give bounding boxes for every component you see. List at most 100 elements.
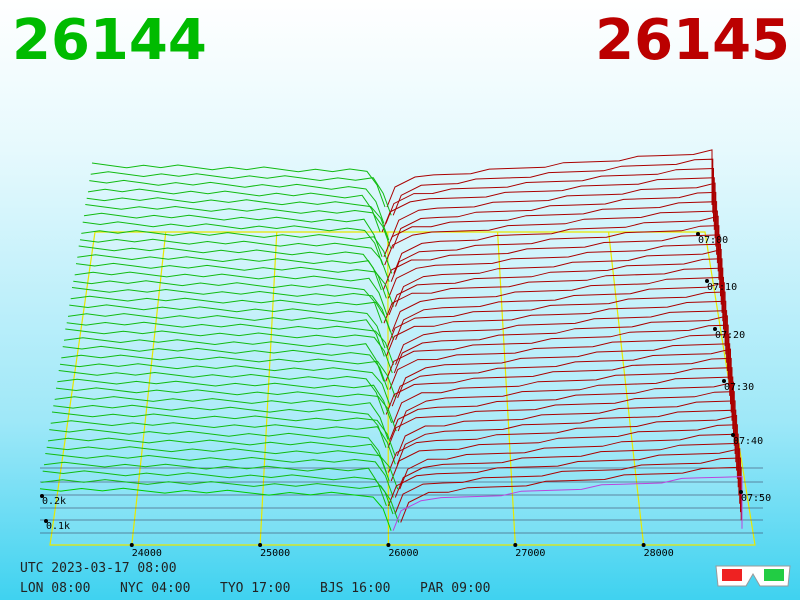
floor-plane [49, 231, 756, 546]
ask-depth-line [395, 282, 725, 340]
bid-depth-line [42, 470, 394, 515]
time-tick [713, 327, 717, 331]
ask-depth-line [388, 258, 723, 316]
time-tick-label: 07:40 [733, 436, 763, 447]
ask-depth-line [387, 391, 735, 448]
ask-depth-line [392, 158, 714, 216]
bid-depth-line [71, 287, 391, 332]
bid-depth-line [87, 188, 381, 233]
world-clock: LON 08:00 [20, 581, 90, 596]
ask-depth-line [389, 333, 730, 390]
ask-depth-line [388, 414, 738, 473]
bid-depth-line [63, 337, 385, 382]
time-tick-label: 07:20 [715, 330, 745, 341]
price-tick [129, 543, 134, 547]
time-tick [722, 379, 726, 383]
price-tick [513, 543, 518, 547]
bid-price: 26144 [12, 8, 207, 73]
bid-depth-line [78, 245, 382, 291]
ask-depth-line [385, 324, 729, 382]
bid-depth-line [82, 221, 384, 266]
bid-depth-line [69, 304, 386, 349]
ask-depth-line [385, 300, 727, 357]
time-tick-label: 07:10 [707, 282, 737, 293]
ask-depth-line [399, 433, 739, 490]
ask-depth-line [382, 234, 721, 291]
ask-depth-line [384, 210, 718, 266]
bid-depth-line [85, 204, 392, 249]
bid-depth-line [74, 271, 388, 316]
ask-depth-line [385, 357, 732, 415]
ask-depth-line [395, 310, 728, 365]
bid-depth-line [75, 262, 394, 307]
ask-depth-line [394, 442, 740, 498]
ask-depth-line [394, 457, 741, 515]
ask-depth-line [395, 248, 722, 307]
ask-depth-line [381, 177, 715, 233]
price-tick-label: 24000 [132, 548, 162, 559]
ask-depth-line [385, 167, 714, 224]
bid-depth-line [59, 363, 391, 407]
time-tick [705, 279, 709, 283]
ask-depth-line [390, 225, 720, 282]
price-tick-label: 27000 [515, 548, 545, 559]
time-tick-label: 07:50 [741, 493, 771, 504]
time-tick [731, 433, 735, 437]
depth-lines [39, 149, 743, 531]
price-grid-line [259, 231, 278, 546]
ask-depth-line [397, 376, 734, 432]
ask-depth-line [387, 243, 721, 299]
price-tick-label: 28000 [644, 548, 674, 559]
bid-depth-line [49, 428, 387, 473]
bid-depth-line [54, 396, 389, 440]
ask-depth-line [387, 448, 741, 506]
bid-depth-line [91, 162, 386, 208]
price-tick-label: 26000 [388, 548, 418, 559]
bid-depth-line [79, 238, 390, 282]
price-tick [258, 543, 263, 547]
ask-depth-line [383, 201, 718, 257]
time-tick [739, 490, 743, 494]
bid-depth-line [55, 387, 397, 432]
volume-tick-label: 0.2k [42, 496, 66, 507]
world-clock: BJS 16:00 [320, 581, 390, 596]
bid-depth-line [45, 453, 394, 498]
axis-labels: 24000 25000 26000 27000 28000 07:00 07:10 07:20… [40, 232, 771, 559]
price-tick [386, 543, 391, 547]
bid-depth-line [58, 370, 385, 415]
bid-depth-line [89, 179, 385, 224]
bid-depth-line [47, 437, 390, 482]
bid-depth-line [50, 420, 396, 465]
bid-depth-line [81, 230, 393, 274]
price-tick-label: 25000 [260, 548, 290, 559]
price-grid-line [131, 231, 167, 546]
bid-depth-line [66, 321, 394, 365]
bid-depth-line [83, 212, 383, 257]
ask-depth-line [393, 215, 719, 274]
ask-depth-line [392, 191, 717, 249]
bid-depth-line [70, 295, 395, 340]
ask-depth-line [396, 409, 737, 465]
volume-tick-label: 0.1k [46, 521, 70, 532]
bid-depth-line [61, 354, 397, 399]
bid-depth-line [43, 461, 387, 506]
bid-depth-line [77, 254, 387, 299]
ask-depth-line [386, 149, 713, 208]
bid-depth-line [67, 313, 385, 357]
utc-clock: UTC 2023-03-17 08:00 [20, 561, 177, 576]
ask-depth-line [383, 267, 724, 324]
bid-depth-line [39, 487, 392, 531]
world-clock: NYC 04:00 [120, 581, 190, 596]
world-clock: PAR 09:00 [420, 581, 490, 596]
volume-tick [40, 494, 44, 498]
ask-depth-line [390, 182, 716, 241]
price-tick [641, 543, 646, 547]
ask-depth-line [391, 276, 724, 332]
time-tick [696, 232, 700, 236]
bid-depth-line [41, 479, 400, 523]
bid-depth-line [51, 411, 396, 457]
ask-depth-line [393, 367, 733, 423]
bid-depth-line [46, 446, 399, 490]
